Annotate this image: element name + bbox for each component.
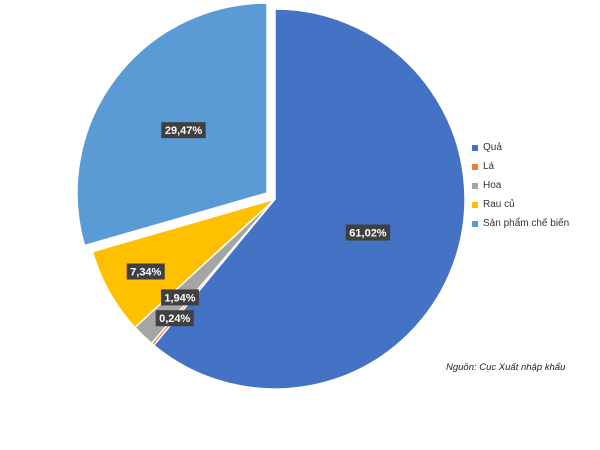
legend-item-la: Lá: [472, 157, 569, 176]
legend-item-rau-cu: Rau củ: [472, 195, 569, 214]
data-label-text: 0,24%: [159, 313, 190, 325]
pie-slice-qua: [152, 8, 466, 390]
pie-slice-rau-cu: [91, 198, 276, 329]
data-label-san-pham-che-bien: 29,47%: [161, 122, 206, 139]
legend-swatch: [472, 144, 478, 151]
legend-swatch: [472, 220, 478, 227]
data-label-text: 61,02%: [349, 228, 387, 240]
legend-label: Sản phẩm chế biến: [483, 218, 570, 229]
data-label-text: 7,34%: [130, 267, 161, 279]
source-note: Nguồn: Cục Xuất nhập khẩu: [446, 362, 566, 373]
data-label-text: 1,94%: [164, 292, 195, 304]
legend-label: Lá: [483, 161, 495, 172]
data-label-text: 29,47%: [165, 125, 203, 137]
data-label-box: [160, 289, 199, 306]
data-label-hoa: 1,94%: [160, 289, 199, 306]
data-label-rau-cu: 7,34%: [126, 263, 165, 280]
legend-label: Rau củ: [483, 199, 515, 210]
legend-item-san-pham-che-bien: Sản phẩm chế biến: [472, 214, 569, 233]
legend: Quả Lá Hoa Rau củ Sản phẩm chế biến: [472, 138, 569, 233]
data-label-la: 0,24%: [155, 310, 194, 327]
legend-label: Hoa: [483, 180, 502, 191]
legend-swatch: [472, 163, 478, 170]
data-label-box: [126, 263, 165, 280]
data-label-qua: 61,02%: [345, 224, 391, 241]
legend-swatch: [472, 201, 478, 208]
data-label-box: [155, 310, 194, 327]
legend-item-hoa: Hoa: [472, 176, 569, 195]
legend-swatch: [472, 182, 478, 189]
data-label-box: [345, 224, 391, 241]
data-label-box: [161, 122, 206, 139]
legend-item-qua: Quả: [472, 138, 569, 157]
legend-label: Quả: [483, 142, 502, 153]
